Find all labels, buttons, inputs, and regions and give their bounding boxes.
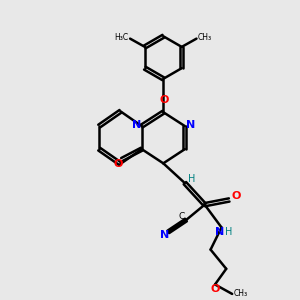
Text: H₃C: H₃C — [114, 33, 128, 42]
Text: H: H — [188, 174, 195, 184]
Text: N: N — [132, 120, 141, 130]
Text: CH₃: CH₃ — [234, 289, 248, 298]
Text: N: N — [214, 226, 224, 237]
Text: O: O — [113, 159, 122, 169]
Text: H: H — [225, 226, 232, 237]
Text: CH₃: CH₃ — [197, 33, 212, 42]
Text: O: O — [210, 284, 220, 294]
Text: N: N — [186, 120, 195, 130]
Text: O: O — [231, 190, 240, 200]
Text: N: N — [160, 230, 169, 240]
Text: O: O — [159, 95, 169, 105]
Text: C: C — [179, 212, 185, 221]
